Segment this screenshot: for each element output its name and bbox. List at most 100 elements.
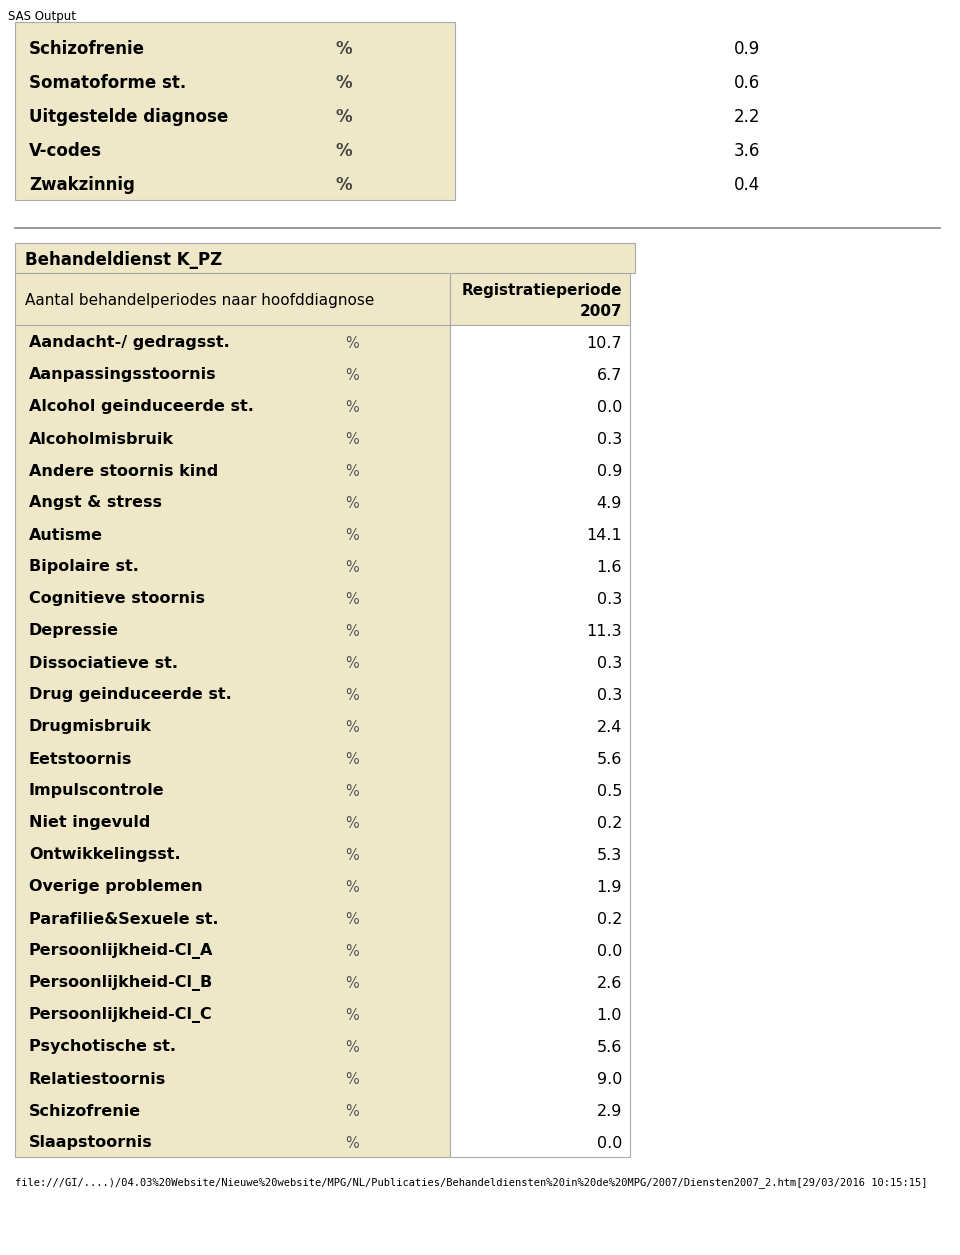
Text: Overige problemen: Overige problemen	[29, 880, 203, 895]
Text: Eetstoornis: Eetstoornis	[29, 752, 132, 767]
Text: Somatoforme st.: Somatoforme st.	[29, 74, 186, 92]
Text: %: %	[335, 142, 351, 159]
Text: 4.9: 4.9	[596, 496, 622, 511]
Text: %: %	[335, 108, 351, 126]
Text: %: %	[345, 975, 359, 990]
Text: Alcohol geinduceerde st.: Alcohol geinduceerde st.	[29, 399, 253, 414]
Text: 2.4: 2.4	[596, 719, 622, 734]
Text: 0.9: 0.9	[733, 40, 760, 58]
Text: %: %	[345, 911, 359, 926]
Text: 14.1: 14.1	[587, 527, 622, 542]
Text: Schizofrenie: Schizofrenie	[29, 40, 145, 58]
Text: %: %	[345, 560, 359, 575]
Text: %: %	[345, 335, 359, 350]
Bar	[15, 274, 450, 325]
Bar	[15, 325, 450, 1157]
Text: 0.6: 0.6	[733, 74, 760, 92]
Text: Impulscontrole: Impulscontrole	[29, 783, 164, 798]
Text: 5.3: 5.3	[597, 847, 622, 862]
Text: 0.0: 0.0	[596, 399, 622, 414]
Text: Dissociatieve st.: Dissociatieve st.	[29, 655, 178, 670]
Text: 2.6: 2.6	[596, 975, 622, 990]
Text: 0.0: 0.0	[596, 944, 622, 959]
Text: %: %	[345, 399, 359, 414]
Text: %: %	[345, 496, 359, 511]
Text: %: %	[345, 752, 359, 767]
Text: %: %	[345, 1008, 359, 1023]
Text: Depressie: Depressie	[29, 624, 119, 639]
Text: 2007: 2007	[580, 304, 622, 319]
Text: Aantal behandelperiodes naar hoofddiagnose: Aantal behandelperiodes naar hoofddiagno…	[25, 294, 374, 309]
Bar	[15, 243, 635, 274]
Text: 3.6: 3.6	[733, 142, 760, 159]
Text: SAS Output: SAS Output	[8, 10, 76, 23]
Text: 10.7: 10.7	[587, 335, 622, 350]
Text: Alcoholmisbruik: Alcoholmisbruik	[29, 432, 174, 447]
Text: %: %	[345, 368, 359, 383]
Text: %: %	[345, 432, 359, 447]
Text: Relatiestoornis: Relatiestoornis	[29, 1072, 166, 1087]
Text: %: %	[345, 688, 359, 703]
Text: 2.2: 2.2	[733, 108, 760, 126]
Text: %: %	[345, 527, 359, 542]
Text: 0.2: 0.2	[596, 816, 622, 831]
Text: Angst & stress: Angst & stress	[29, 496, 162, 511]
Text: 0.0: 0.0	[596, 1136, 622, 1151]
Text: 0.3: 0.3	[597, 655, 622, 670]
Text: 0.2: 0.2	[596, 911, 622, 926]
Text: %: %	[345, 816, 359, 831]
Text: Parafilie&Sexuele st.: Parafilie&Sexuele st.	[29, 911, 219, 926]
Text: Zwakzinnig: Zwakzinnig	[29, 176, 134, 195]
Text: 0.4: 0.4	[733, 176, 760, 195]
Text: 11.3: 11.3	[587, 624, 622, 639]
Text: Registratieperiode: Registratieperiode	[462, 284, 622, 299]
Text: Ontwikkelingsst.: Ontwikkelingsst.	[29, 847, 180, 862]
Text: 2.9: 2.9	[596, 1103, 622, 1118]
Text: Aanpassingsstoornis: Aanpassingsstoornis	[29, 368, 217, 383]
Text: Uitgestelde diagnose: Uitgestelde diagnose	[29, 108, 228, 126]
Text: %: %	[345, 1136, 359, 1151]
Text: 0.3: 0.3	[597, 688, 622, 703]
Text: %: %	[345, 1072, 359, 1087]
Text: %: %	[345, 655, 359, 670]
Text: Niet ingevuld: Niet ingevuld	[29, 816, 151, 831]
Bar	[450, 274, 630, 325]
Text: Slaapstoornis: Slaapstoornis	[29, 1136, 153, 1151]
Bar	[450, 325, 630, 1157]
Text: %: %	[345, 783, 359, 798]
Text: Persoonlijkheid-Cl_B: Persoonlijkheid-Cl_B	[29, 975, 213, 991]
Text: %: %	[335, 40, 351, 58]
Text: Persoonlijkheid-Cl_C: Persoonlijkheid-Cl_C	[29, 1007, 213, 1023]
Text: %: %	[345, 1103, 359, 1118]
Text: Schizofrenie: Schizofrenie	[29, 1103, 141, 1118]
Text: file:///GI/....)/04.03%20Website/Nieuwe%20website/MPG/NL/Publicaties/Behandeldie: file:///GI/....)/04.03%20Website/Nieuwe%…	[15, 1177, 927, 1188]
Text: %: %	[345, 944, 359, 959]
Text: Psychotische st.: Psychotische st.	[29, 1039, 176, 1054]
Text: %: %	[345, 1039, 359, 1054]
Text: Andere stoornis kind: Andere stoornis kind	[29, 463, 218, 478]
Text: Bipolaire st.: Bipolaire st.	[29, 560, 139, 575]
Text: 0.3: 0.3	[597, 432, 622, 447]
Text: 1.6: 1.6	[596, 560, 622, 575]
Text: Persoonlijkheid-Cl_A: Persoonlijkheid-Cl_A	[29, 943, 213, 959]
Text: Behandeldienst K_PZ: Behandeldienst K_PZ	[25, 251, 223, 269]
Text: 0.3: 0.3	[597, 591, 622, 606]
Text: %: %	[345, 847, 359, 862]
Text: V-codes: V-codes	[29, 142, 102, 159]
Text: Drugmisbruik: Drugmisbruik	[29, 719, 152, 734]
Text: Aandacht-/ gedragsst.: Aandacht-/ gedragsst.	[29, 335, 229, 350]
Text: 5.6: 5.6	[596, 1039, 622, 1054]
Text: %: %	[335, 176, 351, 195]
Text: %: %	[345, 719, 359, 734]
Text: 1.0: 1.0	[596, 1008, 622, 1023]
Text: %: %	[345, 880, 359, 895]
Text: Cognitieve stoornis: Cognitieve stoornis	[29, 591, 205, 606]
Text: 9.0: 9.0	[596, 1072, 622, 1087]
Text: %: %	[345, 591, 359, 606]
Text: 5.6: 5.6	[596, 752, 622, 767]
Text: %: %	[335, 74, 351, 92]
Text: %: %	[345, 624, 359, 639]
Text: 0.9: 0.9	[596, 463, 622, 478]
Text: 6.7: 6.7	[596, 368, 622, 383]
Text: 1.9: 1.9	[596, 880, 622, 895]
